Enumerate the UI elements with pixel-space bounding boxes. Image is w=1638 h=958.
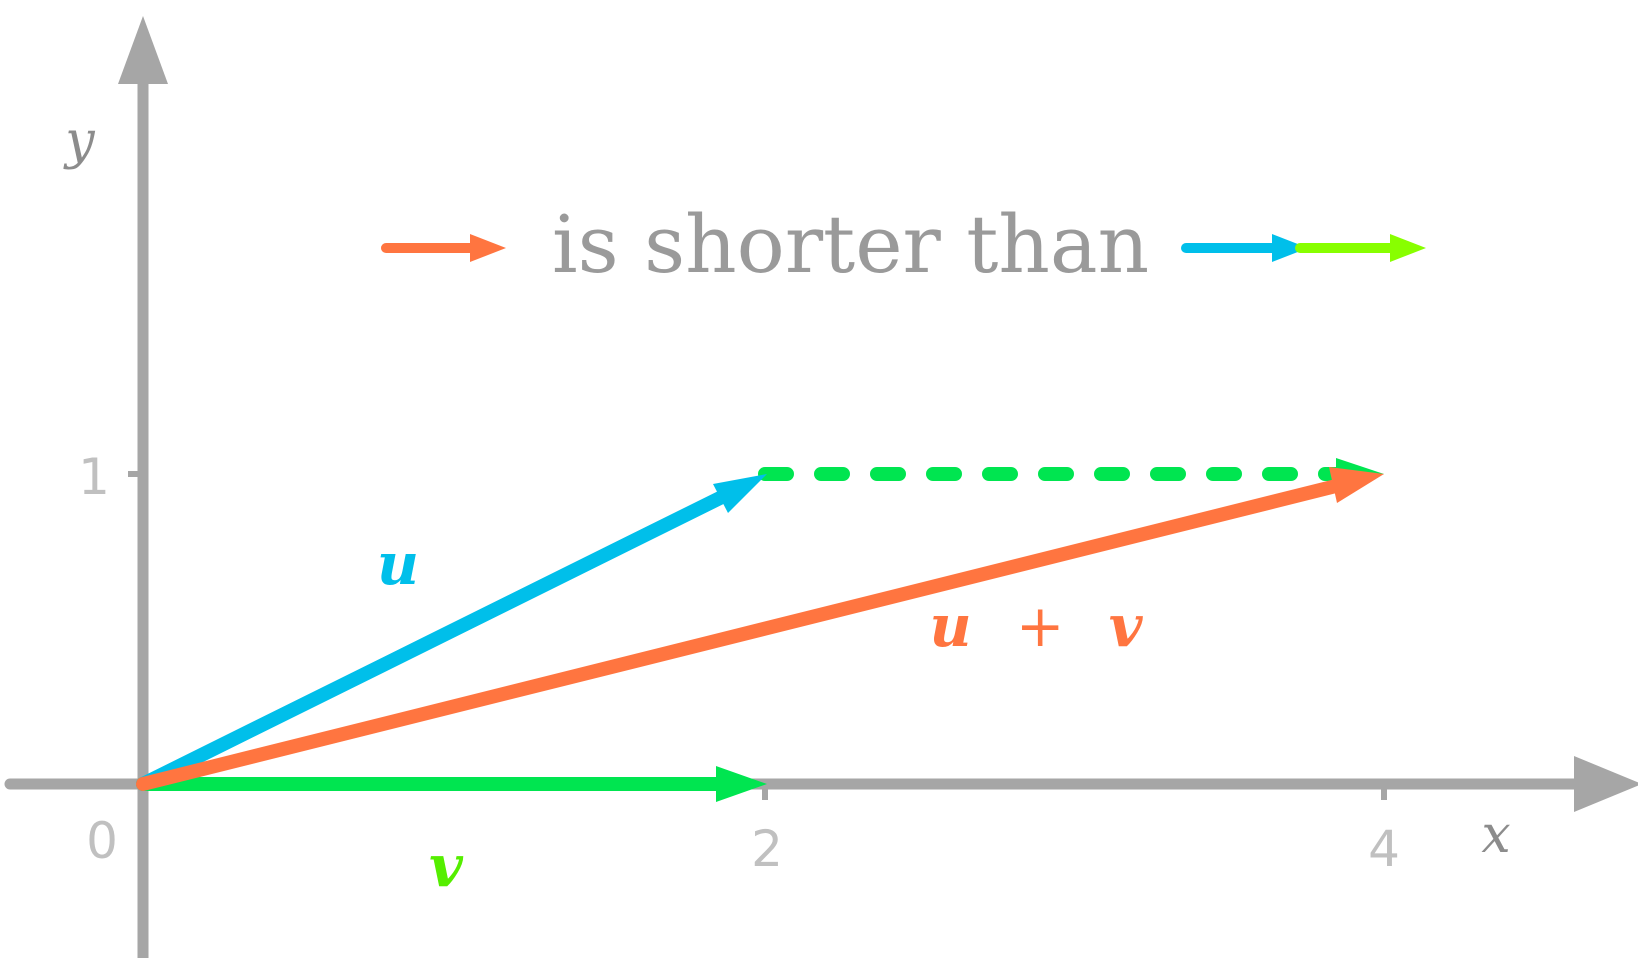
vector-sum-arrowhead (1329, 467, 1384, 503)
vector-sum-label-u: u (930, 592, 972, 660)
legend-sum-arrowhead (470, 234, 506, 262)
y-axis-arrowhead (118, 16, 168, 84)
x-tick-label-2: 2 (751, 820, 783, 878)
vector-u-arrowhead (713, 474, 767, 513)
translated-v (758, 458, 1384, 490)
origin-label: 0 (86, 812, 118, 870)
legend: is shorter than (381, 198, 1426, 291)
vector-v-label: v (429, 832, 464, 900)
x-tick-label-4: 4 (1368, 820, 1400, 878)
vector-sum-label-plus: + (1016, 592, 1065, 660)
vector-u (136, 474, 767, 791)
vector-u-label: u (377, 530, 419, 598)
vector-sum-label: u + v (930, 592, 1144, 660)
y-tick-label-1: 1 (78, 448, 110, 506)
legend-v-arrowhead (1390, 234, 1426, 262)
x-axis-arrowhead (1574, 756, 1638, 812)
legend-caption: is shorter than (552, 198, 1149, 291)
x-axis-title: x (1481, 805, 1510, 865)
legend-u-arrowhead (1272, 234, 1308, 262)
axes: 2 4 1 0 x y (4, 16, 1638, 958)
vector-sum-shaft (136, 478, 1347, 791)
vector-v-arrowhead (716, 766, 767, 802)
vector-u-shaft (136, 487, 735, 791)
vector-sum (136, 467, 1384, 791)
vector-sum-label-v: v (1109, 592, 1144, 660)
vector-v (136, 766, 767, 802)
y-axis-title: y (63, 111, 95, 171)
